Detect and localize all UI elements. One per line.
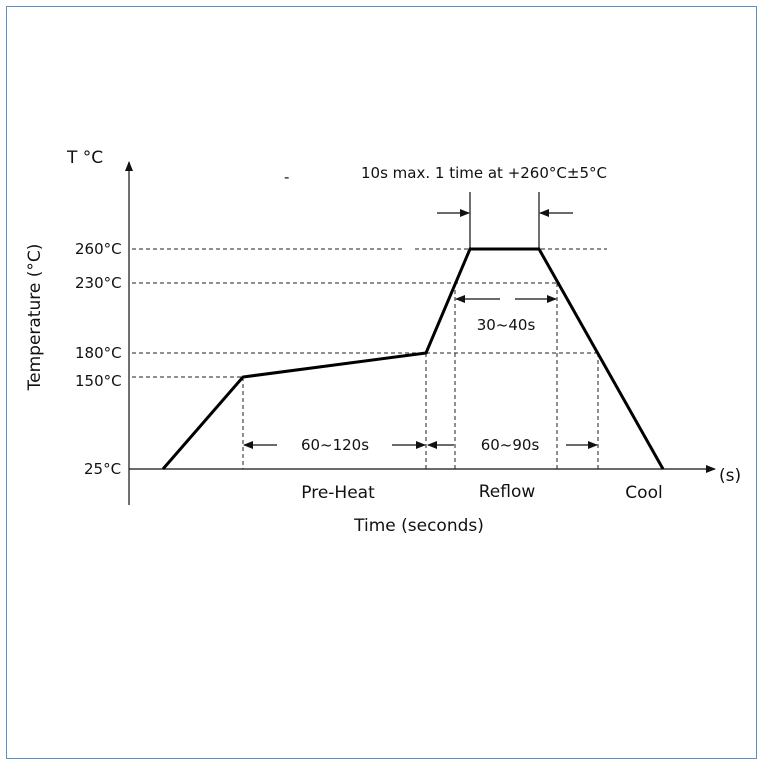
tick-label-25: 25°C [84, 460, 121, 478]
peak-note: 10s max. 1 time at +260°C±5°C [361, 164, 607, 182]
tick-label-180: 180°C [75, 344, 122, 362]
duration-above230: 30~40s [477, 316, 536, 334]
stray-mark: - [284, 168, 289, 186]
zone-label-preheat: Pre-Heat [301, 483, 375, 503]
figure-frame [6, 6, 757, 759]
duration-preheat: 60~120s [301, 436, 369, 454]
tick-label-230: 230°C [75, 274, 122, 292]
zone-label-reflow: Reflow [479, 482, 536, 502]
y-axis-title: Temperature (°C) [25, 244, 45, 392]
tick-label-260: 260°C [75, 240, 122, 258]
x-axis-title: Time (seconds) [353, 516, 484, 536]
tick-label-150: 150°C [75, 372, 122, 390]
y-unit-label: T °C [66, 148, 103, 168]
reflow-profile-curve [161, 247, 665, 470]
duration-reflow: 60~90s [481, 436, 540, 454]
x-unit-label: (s) [719, 466, 741, 486]
zone-label-cool: Cool [625, 483, 662, 503]
